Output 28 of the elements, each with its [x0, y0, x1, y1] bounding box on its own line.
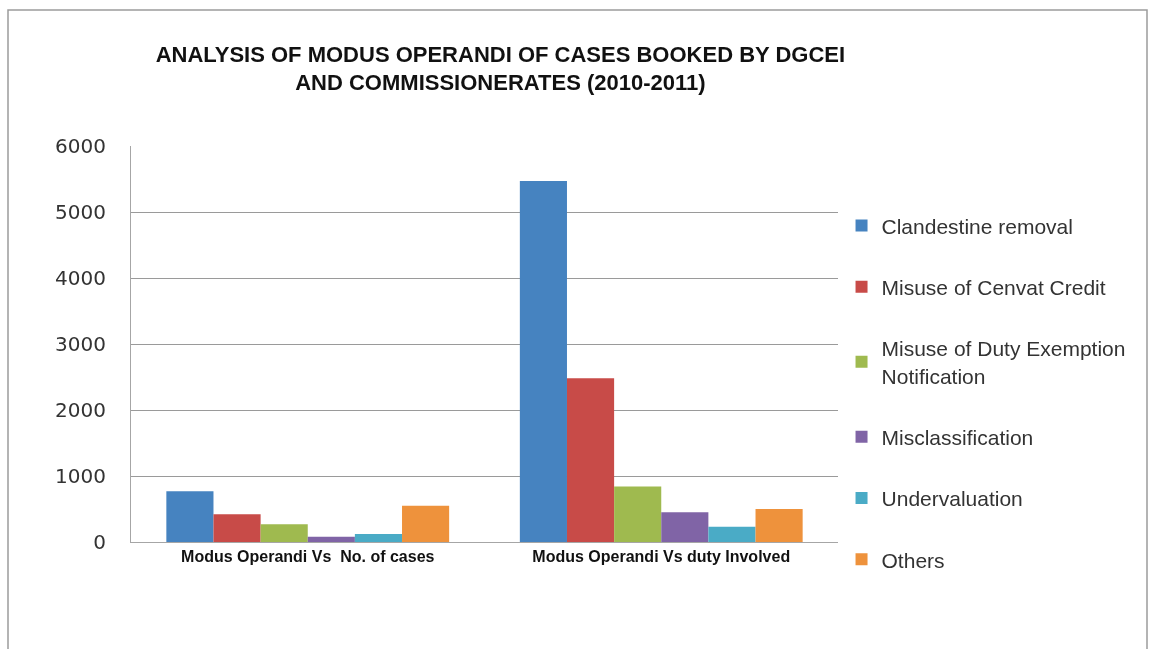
- bar: [307, 536, 355, 542]
- bar: [661, 512, 709, 542]
- bar: [614, 486, 662, 542]
- bar: [708, 526, 756, 542]
- y-tick-label: 1000: [55, 464, 106, 488]
- y-tick-label: 2000: [55, 398, 106, 422]
- chart-title: ANALYSIS OF MODUS OPERANDI OF CASES BOOKED BY DGCEI AND COMMISSIONERATES (2010-2011): [155, 41, 846, 96]
- y-tick-label: 5000: [55, 200, 106, 224]
- legend-label: Misuse of Duty Exemption Notification: [881, 337, 1126, 388]
- bar: [566, 378, 615, 542]
- bar: [755, 509, 803, 542]
- legend-label: Others: [881, 548, 945, 572]
- bar: [260, 524, 308, 542]
- y-tick-label: 4000: [55, 266, 106, 290]
- y-tick-label: 0: [93, 530, 106, 554]
- bar: [519, 180, 567, 542]
- x-tick-label: Modus Operandi Vs No. of cases: [181, 548, 435, 566]
- bar: [166, 491, 214, 542]
- bar: [213, 514, 261, 542]
- y-tick-label: 6000: [55, 134, 106, 158]
- y-tick-label: 3000: [55, 332, 106, 356]
- x-tick-label: Modus Operandi Vs duty Involved: [532, 548, 791, 566]
- legend-label: Misuse of Cenvat Credit: [881, 276, 1106, 300]
- bar: [402, 505, 450, 542]
- legend-label: Misclassification: [881, 425, 1034, 449]
- legend-label: Undervaluation: [881, 487, 1023, 511]
- bar: [354, 534, 403, 542]
- legend-label: Clandestine removal: [881, 214, 1073, 238]
